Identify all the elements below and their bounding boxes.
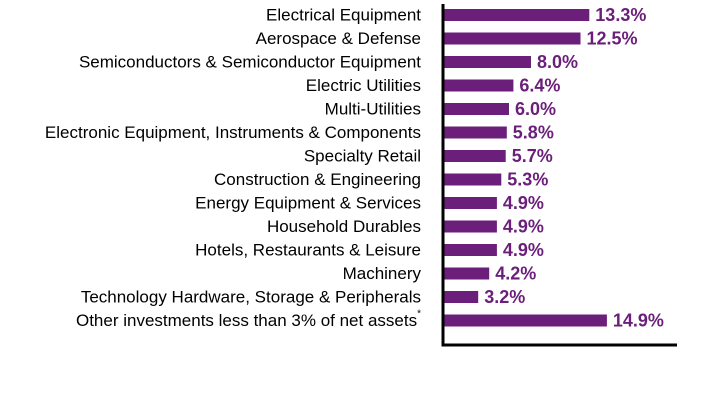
category-label: Other investments less than 3% of net as…	[76, 308, 421, 330]
bar	[443, 56, 531, 68]
category-label: Specialty Retail	[304, 147, 421, 166]
category-labels-group: Electrical Equipment Aerospace & Defense S…	[45, 6, 422, 331]
value-label: 8.0%	[537, 52, 578, 72]
bar	[443, 103, 509, 115]
bar	[443, 220, 497, 233]
category-label: Semiconductors & Semiconductor Equipment	[79, 53, 421, 72]
value-label: 4.9%	[503, 193, 544, 213]
value-label: 5.7%	[512, 146, 553, 166]
category-label: Hotels, Restaurants & Leisure	[195, 241, 421, 260]
bar	[443, 291, 479, 303]
bar	[443, 244, 497, 256]
bar	[443, 9, 590, 21]
value-label: 5.8%	[513, 123, 554, 143]
value-label: 4.9%	[503, 240, 544, 260]
bar	[443, 150, 506, 162]
value-label: 12.5%	[587, 29, 638, 49]
category-label: Household Durables	[267, 217, 421, 236]
category-label: Technology Hardware, Storage & Periphera…	[81, 288, 421, 307]
bar	[443, 32, 581, 45]
value-label: 4.2%	[495, 264, 536, 284]
value-label: 6.4%	[519, 76, 560, 96]
bar	[443, 79, 514, 92]
value-labels-group: 13.3% 12.5% 8.0% 6.4% 6.0% 5.8% 5.7% 5.3% 4.9% 4.…	[484, 5, 664, 331]
category-label: Electronic Equipment, Instruments & Comp…	[45, 123, 421, 142]
category-label: Machinery	[343, 264, 422, 283]
bar	[443, 173, 502, 186]
category-label: Electrical Equipment	[266, 6, 421, 25]
bar	[443, 126, 507, 139]
value-label: 6.0%	[515, 99, 556, 119]
value-label: 5.3%	[507, 170, 548, 190]
bar	[443, 267, 490, 280]
category-label: Construction & Engineering	[214, 170, 421, 189]
category-label: Energy Equipment & Services	[195, 194, 421, 213]
value-label: 3.2%	[484, 287, 525, 307]
value-label: 14.9%	[613, 311, 664, 331]
footnote-mark: *	[417, 308, 421, 319]
value-label: 13.3%	[595, 5, 646, 25]
value-label: 4.9%	[503, 217, 544, 237]
category-label: Multi-Utilities	[325, 100, 421, 119]
bar	[443, 197, 497, 209]
category-label: Aerospace & Defense	[256, 29, 421, 48]
bar	[443, 314, 607, 327]
category-label: Electric Utilities	[306, 76, 421, 95]
bars-group	[443, 9, 607, 327]
